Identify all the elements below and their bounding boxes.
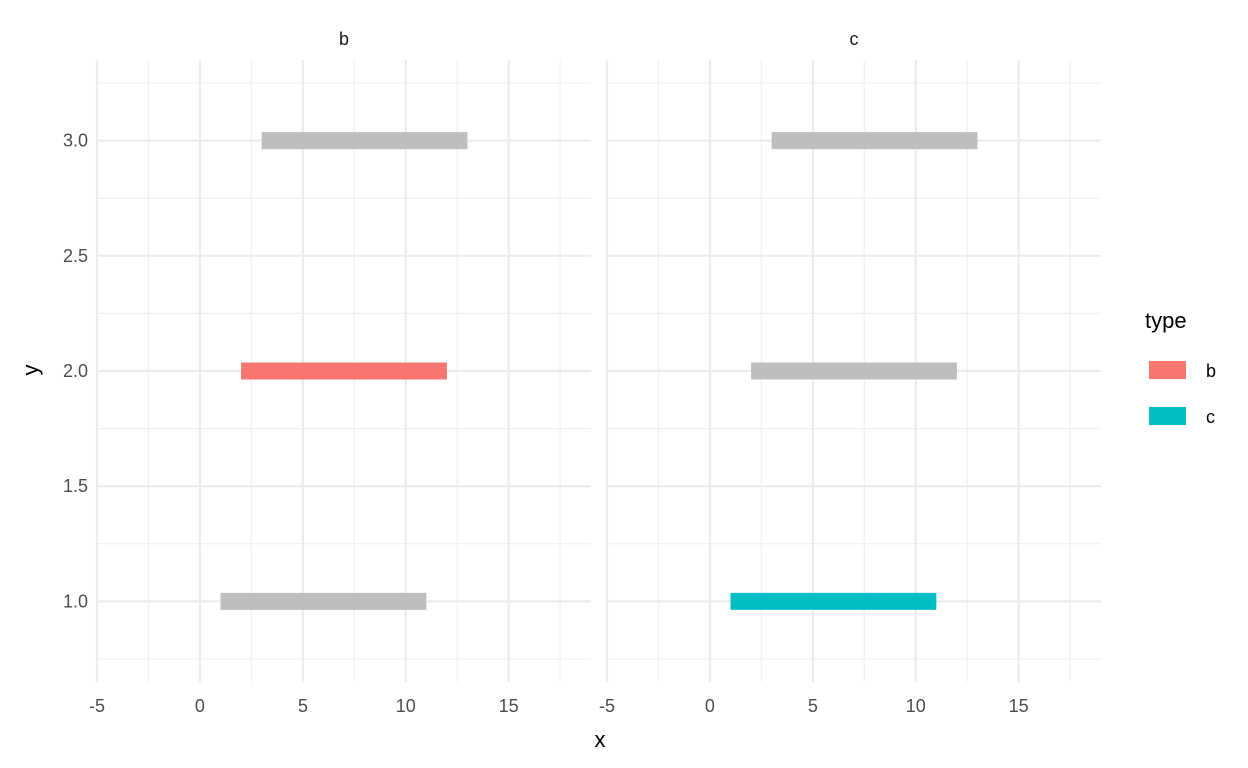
facet-strip-label: b (339, 29, 349, 49)
x-axis-title: x (595, 727, 606, 752)
x-tick-label: 15 (1009, 696, 1029, 716)
y-tick-label: 2.0 (63, 361, 88, 381)
x-tick-label: 10 (906, 696, 926, 716)
legend-key-c (1149, 407, 1186, 425)
background-segment-b-y3 (261, 132, 468, 150)
y-tick-label: 3.0 (63, 131, 88, 151)
y-axis-title: y (18, 365, 43, 376)
legend: type b c (1145, 308, 1216, 427)
facet-strip-label: c (850, 29, 859, 49)
highlighted-segment-b-y2 (241, 362, 447, 380)
legend-title: type (1145, 308, 1187, 333)
x-tick-label: -5 (599, 696, 615, 716)
y-tick-label: 1.5 (63, 476, 88, 496)
legend-label-c: c (1206, 407, 1215, 427)
background-segment-b-y1 (220, 592, 427, 610)
y-axis: 1.0 1.5 2.0 2.5 3.0 (63, 131, 88, 612)
background-segment-c-y2 (751, 362, 957, 380)
x-tick-label: 15 (499, 696, 519, 716)
legend-label-b: b (1206, 361, 1216, 381)
x-tick-label: -5 (89, 696, 105, 716)
background-segment-c-y3 (771, 132, 978, 150)
x-tick-label: 5 (298, 696, 308, 716)
x-tick-label: 10 (396, 696, 416, 716)
x-tick-label: 0 (705, 696, 715, 716)
x-tick-label: 0 (195, 696, 205, 716)
highlighted-segment-c-y1 (730, 592, 937, 610)
legend-key-b (1149, 361, 1186, 379)
panels-layer: -5 0 5 10 15 b -5 0 5 10 15 c (89, 29, 1101, 716)
x-tick-label: 5 (808, 696, 818, 716)
y-tick-label: 1.0 (63, 591, 88, 611)
facet-panel-b: -5 0 5 10 15 b (89, 29, 591, 716)
facet-panel-c: -5 0 5 10 15 c (599, 29, 1101, 716)
y-tick-label: 2.5 (63, 246, 88, 266)
